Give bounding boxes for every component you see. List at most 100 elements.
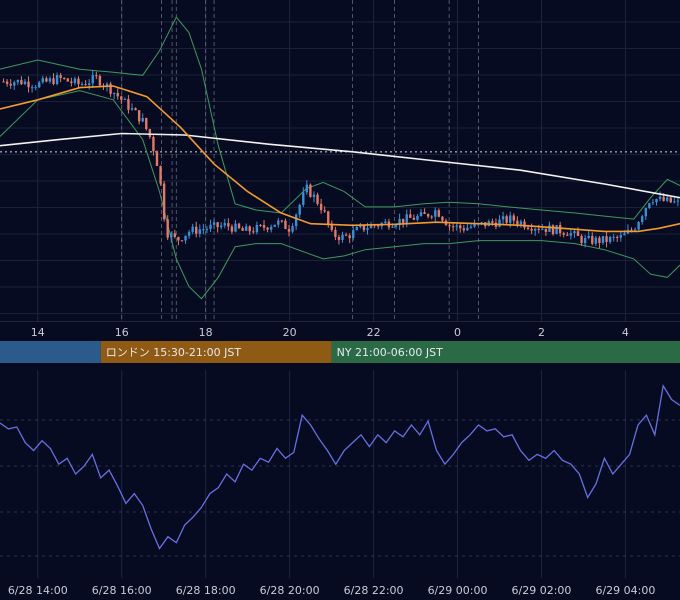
candle-body — [298, 204, 301, 215]
candle-body — [523, 221, 526, 228]
candle-body — [13, 82, 16, 86]
candle-body — [441, 216, 444, 221]
candle-body — [305, 184, 309, 193]
candle-body — [234, 223, 237, 232]
bottom-axis-tick-label: 6/28 14:00 — [8, 584, 68, 597]
candle-body — [166, 219, 169, 238]
candle-body — [419, 212, 423, 216]
candle-body — [180, 240, 184, 242]
candle-body — [27, 81, 30, 88]
candle-body — [637, 222, 640, 230]
candle-body — [409, 214, 412, 218]
candle-body — [491, 221, 494, 223]
session-block — [0, 341, 101, 363]
candle-body — [266, 227, 269, 230]
upper-axis-tick-label: 4 — [622, 326, 629, 339]
candle-body — [348, 235, 351, 239]
candle-body — [434, 210, 437, 217]
candle-body — [312, 194, 316, 197]
candle-body — [519, 221, 523, 225]
candle-body — [177, 237, 180, 241]
candle-body — [137, 110, 141, 122]
bottom-time-axis: 6/28 14:00 6/28 16:00 6/28 18:00 6/28 20:00… — [8, 584, 656, 597]
upper-axis-tick-label: 0 — [454, 326, 461, 339]
candle-body — [334, 229, 337, 237]
candle-body — [70, 81, 73, 83]
candle-body — [223, 223, 226, 226]
bottom-axis-tick-label: 6/29 02:00 — [512, 584, 572, 597]
candle-body — [9, 83, 12, 86]
candle-body — [376, 225, 380, 227]
candle-body — [658, 196, 662, 200]
candle-body — [63, 77, 66, 79]
candle-body — [255, 224, 259, 233]
upper-vertical-markers — [121, 0, 479, 322]
candle-body — [533, 228, 537, 231]
oscillator-panel[interactable] — [0, 383, 680, 550]
candle-body — [45, 78, 48, 82]
candle-body — [648, 203, 651, 209]
short-moving-average-line — [0, 85, 680, 233]
candle-body — [505, 216, 508, 223]
candle-body — [294, 214, 298, 227]
long-moving-average-line — [0, 132, 680, 199]
candle-body — [662, 196, 665, 201]
candle-body — [623, 233, 626, 236]
candle-body — [248, 226, 251, 232]
candle-body — [38, 82, 41, 88]
oscillator-line — [0, 383, 680, 550]
candle-body — [541, 228, 544, 230]
candle-body — [630, 229, 633, 231]
candle-body — [594, 237, 598, 244]
candle-body — [244, 226, 248, 231]
candle-body — [319, 203, 323, 211]
candle-body — [426, 213, 430, 217]
candle-body — [355, 227, 358, 231]
candle-body — [20, 79, 23, 85]
candle-body — [209, 224, 212, 229]
candle-body — [2, 81, 5, 83]
upper-grid — [0, 0, 680, 323]
candle-body — [291, 226, 294, 232]
candle-body — [145, 117, 148, 130]
upper-price-panel[interactable] — [0, 16, 680, 300]
candle-body — [416, 215, 419, 220]
candle-body — [530, 228, 533, 231]
candle-body — [195, 226, 198, 234]
candle-body — [498, 219, 501, 227]
candle-body — [369, 224, 373, 229]
bottom-axis-tick-label: 6/29 00:00 — [428, 584, 488, 597]
upper-axis-tick-label: 18 — [199, 326, 213, 339]
candle-body — [466, 227, 469, 231]
candle-body — [423, 212, 426, 214]
candle-body — [191, 226, 194, 232]
candle-body — [359, 224, 362, 228]
candle-body — [537, 228, 540, 230]
bottom-axis-tick-label: 6/28 18:00 — [176, 584, 236, 597]
candle-body — [87, 83, 91, 85]
session-label: ロンドン 15:30-21:00 JST — [106, 346, 242, 359]
candle-body — [676, 200, 680, 202]
candle-body — [330, 223, 334, 230]
candle-body — [665, 197, 669, 201]
candle-body — [120, 96, 123, 100]
candle-body — [323, 210, 326, 212]
candle-body — [384, 221, 387, 224]
candle-body — [302, 192, 305, 205]
upper-axis-tick-label: 20 — [283, 326, 297, 339]
candle-body — [141, 117, 144, 122]
upper-axis-tick-label: 14 — [31, 326, 45, 339]
candle-body — [651, 202, 655, 204]
candle-body — [566, 234, 569, 236]
candle-body — [551, 225, 555, 235]
candle-body — [202, 229, 205, 231]
candle-body — [155, 151, 159, 166]
candle-body — [405, 214, 408, 224]
candle-body — [105, 83, 109, 87]
candle-body — [462, 228, 466, 231]
candle-body — [73, 78, 77, 83]
candle-body — [633, 229, 637, 231]
candle-body — [583, 238, 587, 244]
candle-body — [284, 220, 287, 229]
candle-body — [237, 223, 241, 229]
